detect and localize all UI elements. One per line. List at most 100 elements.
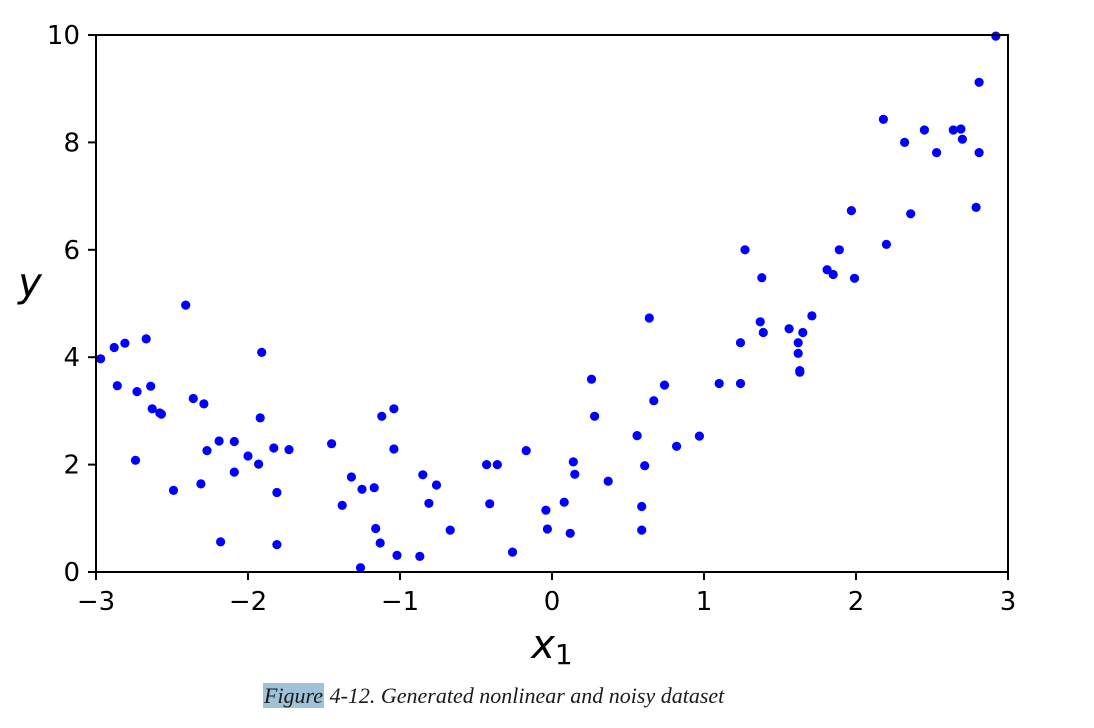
data-point xyxy=(168,485,179,495)
data-point xyxy=(229,436,239,447)
data-point xyxy=(141,334,151,344)
data-point xyxy=(357,484,367,494)
y-axis-label: y xyxy=(17,260,43,306)
data-point xyxy=(96,354,106,364)
data-point xyxy=(257,347,267,357)
y-tick-label: 10 xyxy=(47,21,80,51)
data-point xyxy=(590,411,600,421)
data-point xyxy=(199,399,209,409)
data-points xyxy=(96,31,1001,573)
data-point xyxy=(957,134,968,144)
data-point xyxy=(603,476,613,486)
data-point xyxy=(272,540,282,550)
data-point xyxy=(375,538,385,548)
data-point xyxy=(482,460,492,470)
data-point xyxy=(735,378,746,389)
data-point xyxy=(798,327,808,338)
data-point xyxy=(269,443,279,453)
data-point xyxy=(355,563,366,573)
data-point xyxy=(672,441,682,451)
data-point xyxy=(371,523,381,534)
data-point xyxy=(485,499,495,509)
data-point xyxy=(327,439,337,449)
data-point xyxy=(559,497,569,507)
data-point xyxy=(694,431,705,441)
data-point xyxy=(881,239,892,249)
data-point xyxy=(649,396,659,406)
data-point xyxy=(542,524,553,534)
data-point xyxy=(807,311,817,321)
data-point xyxy=(243,451,253,461)
data-point xyxy=(188,393,198,404)
data-point xyxy=(784,324,794,334)
x-axis-label: x xyxy=(529,622,555,668)
data-point xyxy=(900,137,910,147)
data-point xyxy=(948,125,958,135)
data-point xyxy=(132,387,142,397)
data-point xyxy=(431,480,442,490)
data-point xyxy=(284,445,294,455)
figure-caption: Figure 4-12. Generated nonlinear and noi… xyxy=(263,680,724,712)
data-point xyxy=(216,537,226,547)
data-point xyxy=(392,550,402,561)
data-point xyxy=(755,317,765,327)
data-point xyxy=(956,124,966,134)
y-tick-label: 6 xyxy=(63,236,80,266)
data-point xyxy=(255,413,265,423)
y-tick-label: 8 xyxy=(63,128,80,158)
x-axis-label-group: x1 xyxy=(529,622,573,671)
data-point xyxy=(974,148,984,158)
caption-prefix: Figure xyxy=(263,683,325,708)
x-tick-label: −1 xyxy=(381,587,419,617)
data-point xyxy=(389,404,399,414)
data-point xyxy=(906,209,916,219)
data-point xyxy=(568,457,578,467)
data-point xyxy=(521,446,531,456)
data-point xyxy=(757,273,767,283)
data-point xyxy=(445,525,455,535)
data-point xyxy=(740,245,750,255)
data-point xyxy=(659,380,670,390)
x-axis-label-subscript: 1 xyxy=(555,638,573,671)
x-tick-label: 1 xyxy=(696,587,713,617)
data-point xyxy=(795,367,805,377)
data-point xyxy=(272,487,282,498)
data-point xyxy=(147,404,157,414)
caption-text: 4-12. Generated nonlinear and noisy data… xyxy=(324,683,725,708)
data-point xyxy=(130,455,141,465)
data-point xyxy=(214,436,224,446)
plot-frame xyxy=(95,34,1009,573)
data-point xyxy=(632,431,642,441)
data-point xyxy=(369,483,379,493)
x-tick-label: 0 xyxy=(544,587,561,617)
x-tick-label: −3 xyxy=(77,587,115,617)
data-point xyxy=(196,479,206,489)
data-point xyxy=(834,245,844,255)
data-point xyxy=(377,411,387,421)
data-point xyxy=(793,348,803,358)
data-point xyxy=(109,342,119,353)
y-tick-label: 4 xyxy=(63,343,80,373)
data-point xyxy=(181,300,191,310)
data-point xyxy=(424,498,434,508)
data-point xyxy=(971,202,981,212)
data-point xyxy=(415,551,425,562)
data-point xyxy=(932,148,942,158)
data-point xyxy=(878,114,889,124)
y-tick-label: 0 xyxy=(63,558,80,588)
axis-ticks: −3 −2 −1 0 1 2 3 0 2 4 6 8 10 xyxy=(47,21,1016,617)
data-point xyxy=(156,409,166,419)
data-point xyxy=(389,444,399,454)
data-point xyxy=(974,77,984,87)
data-point xyxy=(120,338,130,348)
data-point xyxy=(637,501,647,512)
data-point xyxy=(146,381,156,391)
data-point xyxy=(919,125,930,135)
data-point xyxy=(640,461,650,471)
data-point xyxy=(570,469,580,479)
x-tick-label: −2 xyxy=(229,587,267,617)
data-point xyxy=(229,467,239,477)
x-tick-label: 2 xyxy=(848,587,865,617)
data-point xyxy=(828,269,838,280)
